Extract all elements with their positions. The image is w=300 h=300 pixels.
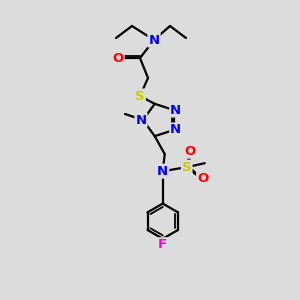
Text: O: O [197, 172, 208, 185]
Text: S: S [182, 161, 192, 174]
Text: N: N [157, 165, 168, 178]
Text: O: O [184, 145, 195, 158]
Text: N: N [170, 103, 181, 116]
Text: N: N [148, 34, 160, 46]
Text: N: N [170, 124, 181, 136]
Text: F: F [158, 238, 167, 251]
Text: O: O [112, 52, 124, 64]
Text: S: S [135, 89, 145, 103]
Text: N: N [135, 113, 147, 127]
